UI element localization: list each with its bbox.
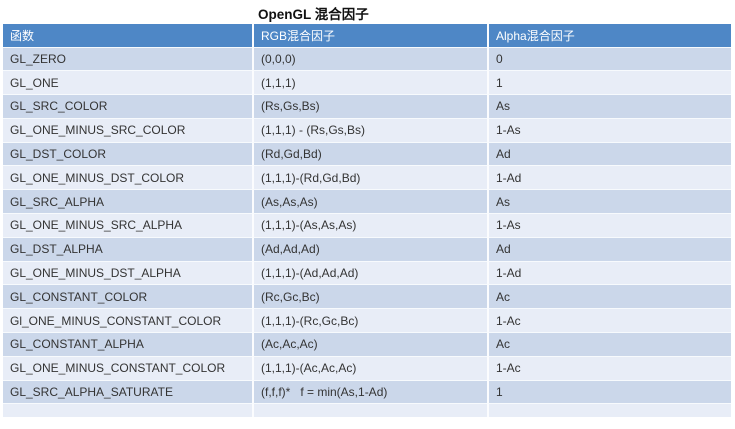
rgb-factor-cell: (Rd,Gd,Bd): [252, 142, 487, 167]
table-row: GL_SRC_COLOR (Rs,Gs,Bs) As: [3, 95, 731, 119]
table-row: GL_ONE_MINUS_SRC_ALPHA (1,1,1)-(As,As,As…: [3, 214, 731, 238]
rgb-factor-cell: (Rc,Gc,Bc): [252, 285, 487, 310]
table-row: GL_ONE_MINUS_CONSTANT_COLOR (1,1,1)-(Ac,…: [3, 356, 731, 381]
alpha-factor-cell: 1: [487, 71, 731, 96]
function-cell: Gl_ONE_MINUS_CONSTANT_COLOR: [3, 309, 252, 334]
rgb-factor-cell: (Rs,Gs,Bs): [252, 95, 487, 119]
function-cell: GL_ONE_MINUS_DST_ALPHA: [3, 261, 252, 286]
rgb-factor-cell: (As,As,As): [252, 190, 487, 215]
function-cell: GL_SRC_ALPHA: [3, 190, 252, 215]
table-row: GL_CONSTANT_ALPHA (Ac,Ac,Ac) Ac: [3, 333, 731, 357]
alpha-factor-cell: As: [487, 190, 731, 215]
alpha-factor-cell: 1-Ac: [487, 356, 731, 381]
function-cell: GL_DST_ALPHA: [3, 237, 252, 262]
alpha-factor-cell: 1-Ad: [487, 166, 731, 191]
function-cell: GL_ONE_MINUS_DST_COLOR: [3, 166, 252, 191]
function-cell: GL_ZERO: [3, 47, 252, 72]
alpha-factor-cell: 0: [487, 47, 731, 72]
page-title: OpenGL 混合因子: [258, 7, 369, 22]
column-header-alpha-factor: Alpha混合因子: [487, 24, 731, 48]
function-cell: GL_ONE: [3, 71, 252, 96]
rgb-factor-cell: (1,1,1)-(As,As,As): [252, 214, 487, 238]
rgb-factor-cell: (0,0,0): [252, 47, 487, 72]
table-row: GL_SRC_ALPHA_SATURATE (f,f,f)* f = min(A…: [3, 380, 731, 405]
table-row: GL_ONE_MINUS_SRC_COLOR (1,1,1) - (Rs,Gs,…: [3, 118, 731, 143]
table-row: GL_ONE (1,1,1) 1: [3, 71, 731, 96]
alpha-factor-cell: 1-As: [487, 118, 731, 143]
alpha-factor-cell: 1: [487, 380, 731, 405]
alpha-factor-cell: 1-As: [487, 214, 731, 238]
table-row: GL_SRC_ALPHA (As,As,As) As: [3, 190, 731, 215]
rgb-factor-cell: (1,1,1)-(Ad,Ad,Ad): [252, 261, 487, 286]
function-cell: GL_CONSTANT_COLOR: [3, 285, 252, 310]
alpha-factor-cell: Ad: [487, 142, 731, 167]
table-header-row: 函数 RGB混合因子 Alpha混合因子: [3, 24, 731, 48]
table-row: GL_ONE_MINUS_DST_COLOR (1,1,1)-(Rd,Gd,Bd…: [3, 166, 731, 191]
rgb-factor-cell: (Ac,Ac,Ac): [252, 333, 487, 357]
table-row: Gl_ONE_MINUS_CONSTANT_COLOR (1,1,1)-(Rc,…: [3, 309, 731, 334]
table-row: GL_ONE_MINUS_DST_ALPHA (1,1,1)-(Ad,Ad,Ad…: [3, 261, 731, 286]
alpha-factor-cell: Ad: [487, 237, 731, 262]
function-cell: GL_ONE_MINUS_SRC_ALPHA: [3, 214, 252, 238]
column-header-rgb-factor: RGB混合因子: [252, 24, 487, 48]
table-header: 函数 RGB混合因子 Alpha混合因子: [3, 24, 731, 48]
rgb-factor-cell: (1,1,1) - (Rs,Gs,Bs): [252, 118, 487, 143]
empty-cell: [487, 404, 731, 417]
alpha-factor-cell: 1-Ac: [487, 309, 731, 334]
function-cell: GL_SRC_COLOR: [3, 95, 252, 119]
table-row: GL_DST_COLOR (Rd,Gd,Bd) Ad: [3, 142, 731, 167]
rgb-factor-cell: (1,1,1)-(Ac,Ac,Ac): [252, 356, 487, 381]
function-cell: GL_ONE_MINUS_CONSTANT_COLOR: [3, 356, 252, 381]
table-body: GL_ZERO (0,0,0) 0 GL_ONE (1,1,1) 1 GL_SR…: [3, 47, 731, 405]
rgb-factor-cell: (1,1,1)-(Rc,Gc,Bc): [252, 309, 487, 334]
function-cell: GL_CONSTANT_ALPHA: [3, 333, 252, 357]
alpha-factor-cell: 1-Ad: [487, 261, 731, 286]
table-row: GL_DST_ALPHA (Ad,Ad,Ad) Ad: [3, 237, 731, 262]
alpha-factor-cell: Ac: [487, 285, 731, 310]
table-row: GL_ZERO (0,0,0) 0: [3, 47, 731, 72]
rgb-factor-cell: (Ad,Ad,Ad): [252, 237, 487, 262]
empty-trailing-row: [3, 404, 731, 417]
rgb-factor-cell: (1,1,1): [252, 71, 487, 96]
blend-factors-table: 函数 RGB混合因子 Alpha混合因子 GL_ZERO (0,0,0) 0 G…: [3, 24, 731, 417]
empty-cell: [252, 404, 487, 417]
column-header-function: 函数: [3, 24, 252, 48]
alpha-factor-cell: Ac: [487, 333, 731, 357]
function-cell: GL_ONE_MINUS_SRC_COLOR: [3, 118, 252, 143]
rgb-factor-cell: (1,1,1)-(Rd,Gd,Bd): [252, 166, 487, 191]
rgb-factor-cell: (f,f,f)* f = min(As,1-Ad): [252, 380, 487, 405]
alpha-factor-cell: As: [487, 95, 731, 119]
empty-cell: [3, 404, 252, 417]
table-row: GL_CONSTANT_COLOR (Rc,Gc,Bc) Ac: [3, 285, 731, 310]
function-cell: GL_SRC_ALPHA_SATURATE: [3, 380, 252, 405]
function-cell: GL_DST_COLOR: [3, 142, 252, 167]
table-footer: [3, 404, 731, 417]
